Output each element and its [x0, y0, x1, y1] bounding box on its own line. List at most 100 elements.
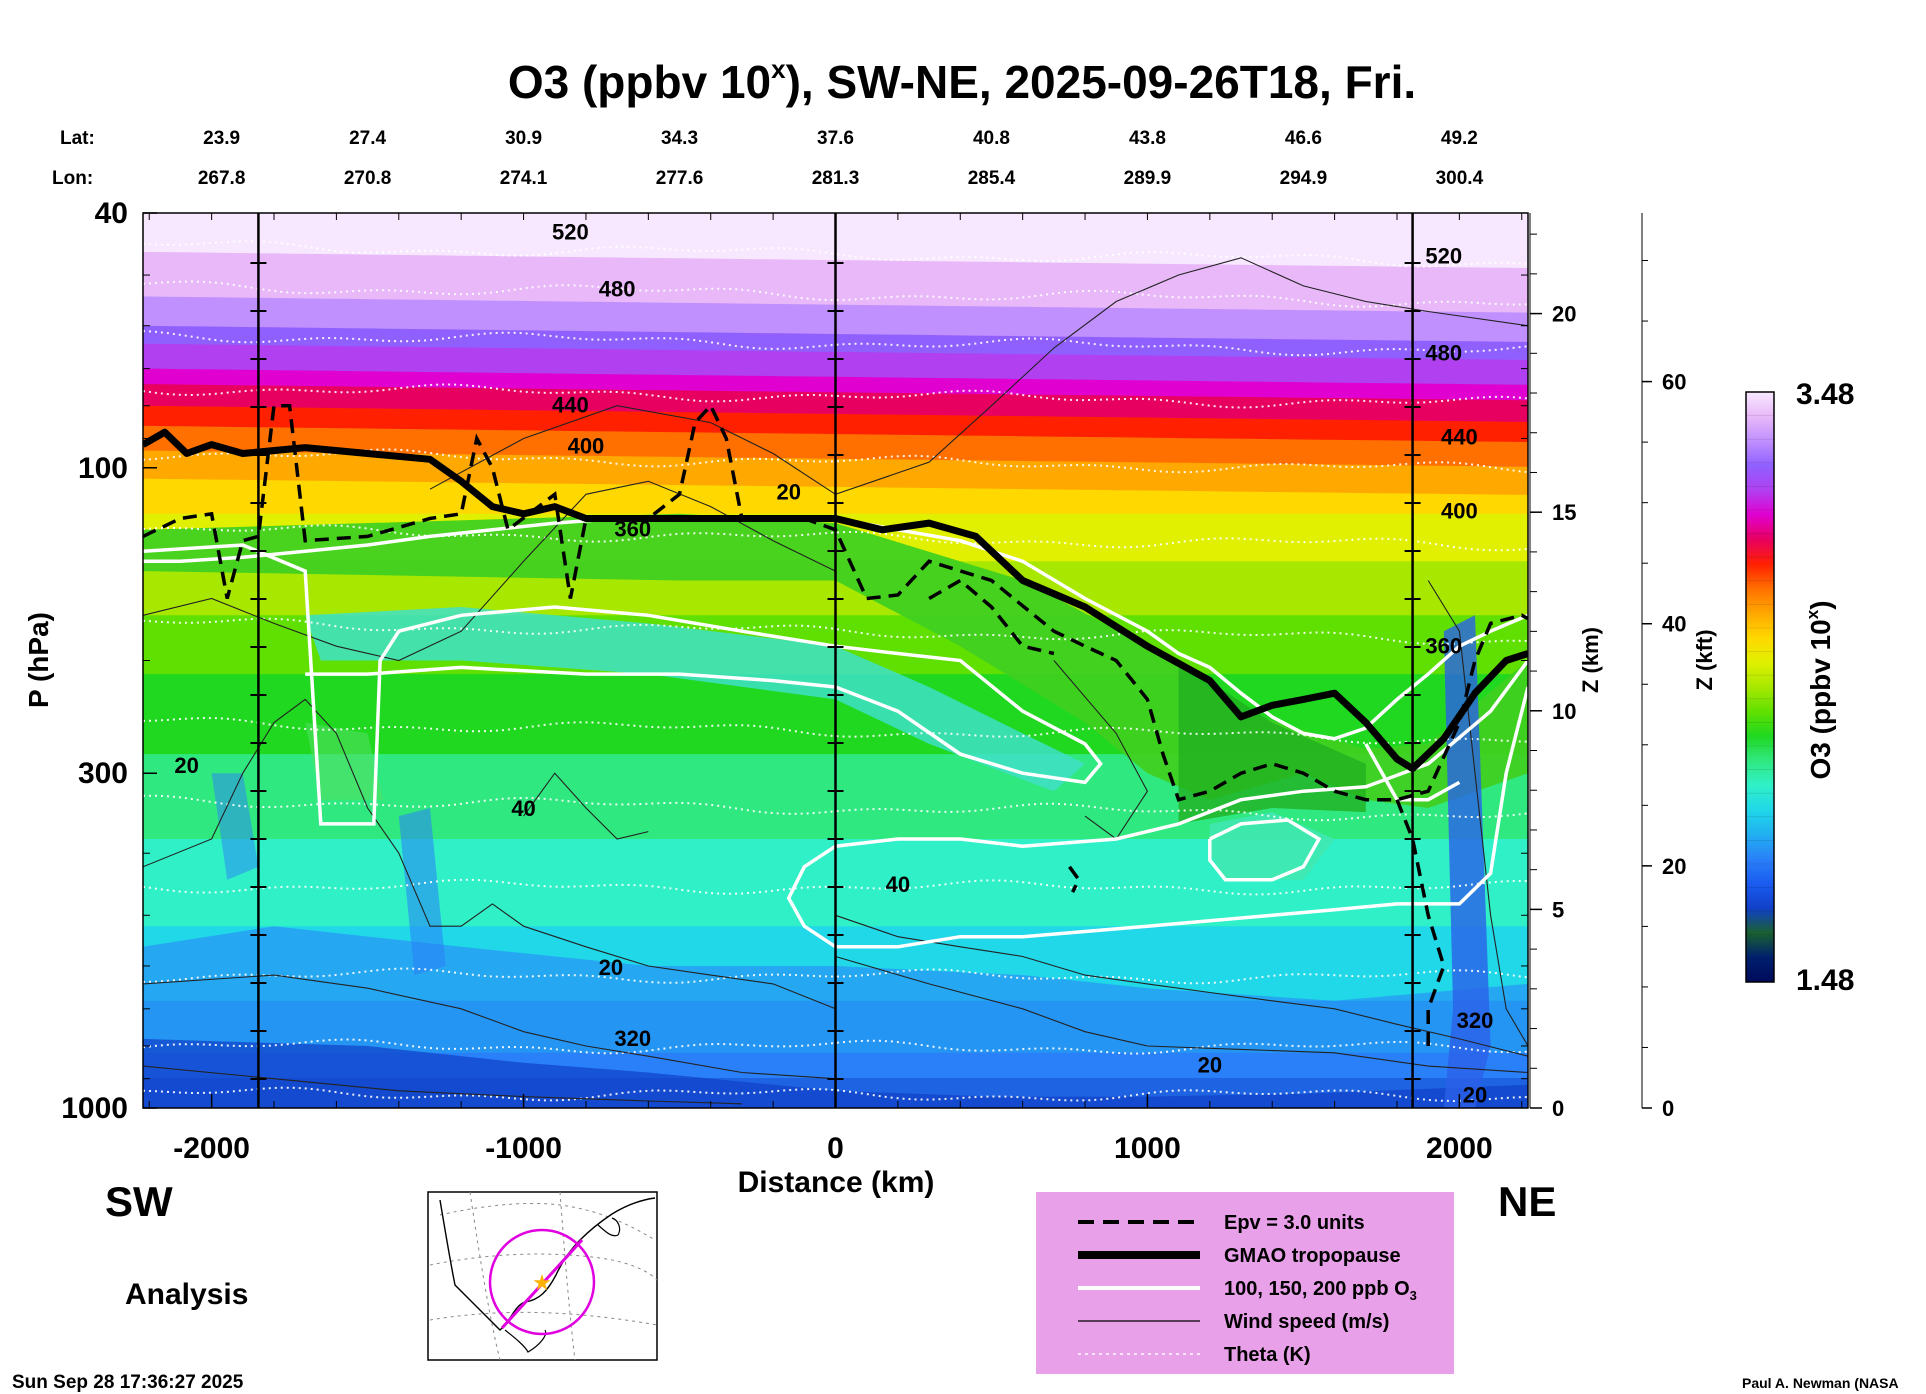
- lat-label: 37.6: [817, 128, 854, 149]
- legend-label: Epv = 3.0 units: [1224, 1212, 1365, 1234]
- epv-contour: [143, 402, 1528, 1046]
- wind-contours: [143, 257, 1528, 1105]
- x-tick-label: -2000: [173, 1132, 250, 1165]
- ne-label: NE: [1498, 1178, 1556, 1225]
- ozone-feature: [305, 722, 384, 800]
- ozone-feature: [143, 1038, 1528, 1108]
- x-axis: -2000 -1000 0 1000 2000: [148, 213, 1523, 1165]
- chart-title: O3 (ppbv 10x), SW-NE, 2025-09-26T18, Fri…: [508, 54, 1416, 108]
- contour-label: 20: [1198, 1052, 1222, 1077]
- o3-line: [1208, 818, 1322, 882]
- epv-line: [1068, 865, 1081, 893]
- contour-label: 400: [568, 434, 605, 459]
- z-km-tick-label: 15: [1552, 500, 1576, 525]
- wind-line: [143, 974, 836, 1080]
- wind-line: [143, 1065, 742, 1105]
- sw-label: SW: [105, 1178, 173, 1225]
- z-kft-label: Z (kft): [1692, 629, 1717, 690]
- lat-label: 46.6: [1285, 128, 1322, 149]
- lon-label: 267.8: [198, 168, 246, 189]
- x-tick-label: -1000: [485, 1132, 562, 1165]
- o3-line: [786, 686, 1528, 949]
- wind-line: [143, 480, 836, 662]
- lat-label: 30.9: [505, 128, 542, 149]
- contour-label: 20: [1463, 1082, 1487, 1107]
- contour-label: 40: [511, 796, 535, 821]
- lon-label: 281.3: [812, 168, 860, 189]
- z-kft-tick-label: 0: [1662, 1096, 1674, 1121]
- colorbar-min: 1.48: [1796, 964, 1854, 997]
- colorbar-scale: [1745, 391, 1775, 983]
- z-kft-tick-label: 20: [1662, 854, 1686, 879]
- epv-line: [143, 402, 1528, 802]
- contour-label: 520: [1425, 244, 1462, 269]
- legend-label: Wind speed (m/s): [1224, 1311, 1389, 1333]
- contour-label: 320: [1457, 1008, 1494, 1033]
- epv-line: [1395, 799, 1446, 1046]
- epv-line: [928, 578, 1055, 656]
- contour-label: 480: [1425, 341, 1462, 366]
- contour-label: 360: [614, 516, 651, 541]
- lat-label: 23.9: [203, 128, 240, 149]
- lon-label: 289.9: [1124, 168, 1172, 189]
- z-km-tick-label: 0: [1552, 1096, 1564, 1121]
- lon-label: 270.8: [344, 168, 392, 189]
- z-km-label: Z (km): [1578, 627, 1603, 693]
- legend: Epv = 3.0 units GMAO tropopause 100, 150, …: [1036, 1192, 1454, 1374]
- credit: Paul A. Newman (NASA: [1742, 1375, 1899, 1391]
- x-tick-label: 2000: [1426, 1132, 1493, 1165]
- contour-label: 20: [599, 955, 623, 980]
- lat-label: 40.8: [973, 128, 1010, 149]
- lat-label: 49.2: [1441, 128, 1478, 149]
- contour-label: 360: [1425, 633, 1462, 658]
- contour-label: 520: [552, 220, 589, 245]
- wind-line: [429, 257, 1528, 495]
- lat-label: 43.8: [1129, 128, 1166, 149]
- x-axis-label: Distance (km): [738, 1166, 935, 1199]
- y-axis-label: P (hPa): [23, 612, 54, 708]
- lat-label: 27.4: [349, 128, 386, 149]
- lat-label: 34.3: [661, 128, 698, 149]
- lon-label: 294.9: [1280, 168, 1328, 189]
- ozone-feature: [211, 773, 259, 880]
- timestamp: Sun Sep 28 17:36:27 2025: [12, 1372, 244, 1393]
- contour-label: 40: [886, 872, 910, 897]
- svg-text:★: ★: [532, 1271, 552, 1296]
- ozone-feature: [1443, 615, 1491, 1108]
- lat-row-label: Lat:: [60, 128, 95, 149]
- contour-label: 480: [599, 276, 636, 301]
- z-km-tick-label: 5: [1552, 897, 1564, 922]
- lon-label: 277.6: [656, 168, 704, 189]
- contour-label: 440: [552, 393, 589, 418]
- y-tick-label: 100: [78, 452, 128, 485]
- o3-line: [143, 543, 1103, 826]
- z-kft-tick-label: 60: [1662, 370, 1686, 395]
- contour-labels: 440 480 400 360 320 520 440 400 360 320 480 520 20 20…: [174, 220, 1493, 1108]
- y-tick-label: 40: [95, 197, 128, 230]
- lon-label: 300.4: [1436, 168, 1484, 189]
- y-tick-label: 1000: [61, 1092, 128, 1125]
- wind-line: [835, 914, 1528, 1057]
- wind-line: [1053, 660, 1149, 840]
- contour-label: 20: [174, 753, 198, 778]
- wind-line: [143, 698, 836, 1010]
- contour-label: 320: [614, 1026, 651, 1051]
- legend-label: GMAO tropopause: [1224, 1245, 1401, 1267]
- z-kft-tick-label: 40: [1662, 612, 1686, 637]
- wind-line: [835, 955, 1528, 1074]
- inset-map: ★: [427, 1191, 658, 1361]
- theta-line: [143, 794, 1528, 822]
- contour-label: 440: [1441, 425, 1478, 450]
- lon-label: 274.1: [500, 168, 548, 189]
- y-axis: 40 100 300 1000: [61, 197, 1528, 1125]
- lat-lon-labels: 23.9 267.8 27.4 270.8 30.9 274.1 34.3 277.6 37.6…: [198, 128, 1484, 189]
- o3-line: [835, 659, 1528, 848]
- wind-line: [1427, 580, 1528, 1047]
- contour-label: 20: [776, 479, 800, 504]
- colorbar-label: O3 (ppbv 10x): [1803, 600, 1836, 779]
- analysis-label: Analysis: [125, 1278, 248, 1311]
- ozone-feature: [305, 607, 1085, 792]
- lon-label: 285.4: [968, 168, 1016, 189]
- ozone-feature: [398, 808, 446, 976]
